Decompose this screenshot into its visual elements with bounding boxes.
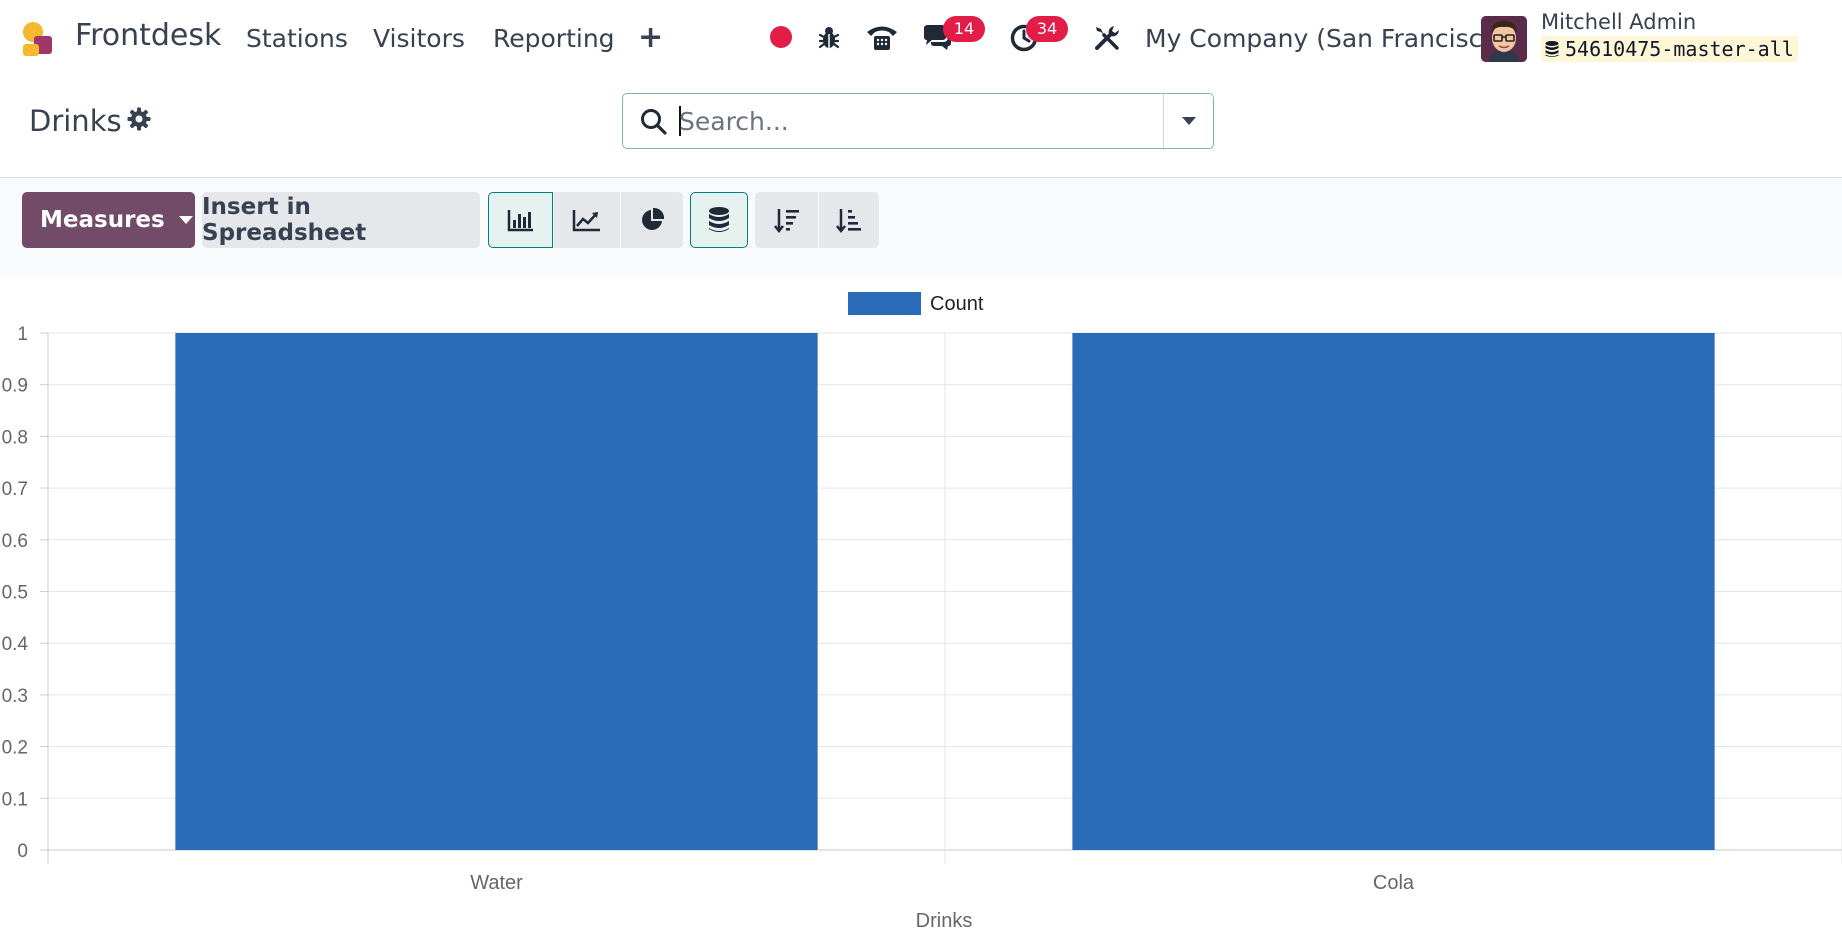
sort-ascending-button[interactable] — [819, 192, 879, 248]
y-tick-label: 0.7 — [2, 479, 28, 500]
company-switcher[interactable]: My Company (San Francisco) — [1145, 24, 1508, 53]
caret-down-icon — [1181, 117, 1196, 125]
database-tag: 54610475-master-all — [1541, 36, 1798, 62]
bar-chart-button[interactable] — [488, 192, 553, 248]
line-chart-icon — [572, 210, 600, 232]
menu-visitors[interactable]: Visitors — [373, 24, 465, 53]
new-menu-plus-icon[interactable]: + — [638, 20, 664, 55]
y-tick-label: 0.8 — [2, 427, 28, 448]
insert-in-spreadsheet-button[interactable]: Insert in Spreadsheet — [202, 192, 480, 248]
activities-badge[interactable]: 34 — [1026, 16, 1068, 42]
search-icon — [641, 109, 667, 135]
bar-chart-icon — [507, 210, 533, 232]
legend-label-count[interactable]: Count — [930, 293, 984, 315]
y-tick-label: 1 — [17, 324, 28, 345]
sort-ascending-icon — [836, 209, 861, 234]
y-tick-label: 0.2 — [2, 738, 28, 759]
app-name[interactable]: Frontdesk — [75, 18, 222, 53]
sort-descending-button[interactable] — [755, 192, 818, 248]
y-tick-label: 0.5 — [2, 583, 28, 604]
measures-button[interactable]: Measures — [22, 192, 195, 248]
y-tick-label: 0.6 — [2, 531, 28, 552]
search-input[interactable] — [679, 102, 1149, 140]
bar-cola[interactable] — [1072, 333, 1715, 850]
stacked-button[interactable] — [690, 192, 748, 248]
pie-chart-button[interactable] — [621, 192, 683, 248]
bar-chart: Count 0 0.1 0.2 0.3 0.4 0.5 0.6 0.7 0.8 0.9 1 Water… — [2, 292, 1842, 932]
y-tick-label: 0.4 — [2, 634, 29, 655]
search-options-toggle[interactable] — [1163, 94, 1213, 148]
user-name[interactable]: Mitchell Admin — [1541, 10, 1697, 34]
chat-icon[interactable] — [921, 22, 953, 54]
sort-descending-icon — [773, 209, 799, 234]
y-tick-label: 0 — [17, 841, 28, 862]
top-navbar: Frontdesk Stations Visitors Reporting + … — [0, 0, 1842, 76]
user-avatar[interactable] — [1481, 16, 1527, 62]
caret-down-icon — [178, 216, 193, 224]
bar-water[interactable] — [175, 333, 818, 850]
y-tick-label: 0.1 — [2, 789, 28, 810]
database-icon — [1545, 41, 1559, 57]
search-box — [622, 93, 1214, 149]
panel-divider — [0, 177, 1842, 178]
pie-chart-icon — [642, 207, 665, 230]
record-dot-icon[interactable] — [770, 26, 792, 48]
x-tick-label: Cola — [1373, 872, 1415, 894]
line-chart-button[interactable] — [554, 192, 620, 248]
tools-icon[interactable] — [1091, 22, 1123, 54]
legend-swatch-count[interactable] — [848, 292, 921, 315]
measures-label: Measures — [40, 207, 165, 233]
phone-icon[interactable] — [863, 22, 901, 54]
breadcrumb-drinks: Drinks — [29, 104, 122, 138]
database-stack-icon — [709, 207, 729, 232]
messages-badge[interactable]: 14 — [943, 16, 985, 42]
y-tick-label: 0.3 — [2, 686, 28, 707]
x-axis-title: Drinks — [916, 910, 973, 932]
x-tick-label: Water — [470, 872, 523, 894]
gear-icon[interactable] — [126, 106, 152, 132]
database-name: 54610475-master-all — [1565, 37, 1794, 61]
bug-icon[interactable] — [813, 22, 845, 54]
y-tick-label: 0.9 — [2, 376, 28, 397]
menu-reporting[interactable]: Reporting — [493, 24, 615, 53]
menu-stations[interactable]: Stations — [246, 24, 348, 53]
frontdesk-logo-icon[interactable] — [20, 20, 60, 60]
